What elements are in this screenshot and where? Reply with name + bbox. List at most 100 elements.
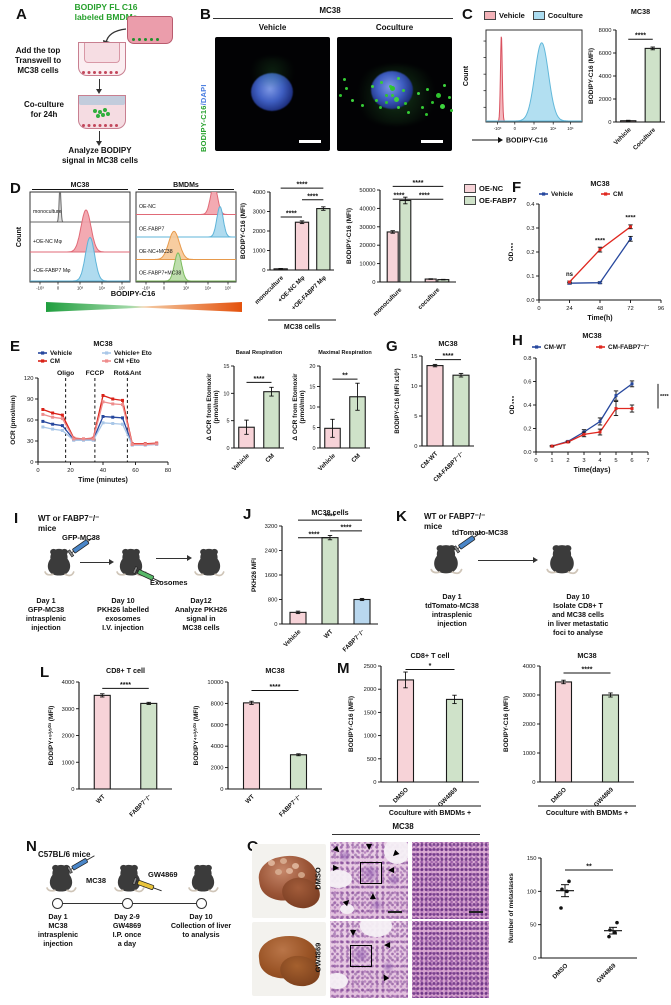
svg-text:Δ OCR from Etomoxir: Δ OCR from Etomoxir — [292, 373, 299, 441]
svg-text:150: 150 — [527, 856, 537, 862]
svg-text:7: 7 — [646, 458, 649, 464]
mice-strain-label: WT or FABP7⁻/⁻ mice — [38, 514, 100, 533]
svg-text:48: 48 — [597, 306, 603, 312]
svg-text:FCCP: FCCP — [86, 370, 105, 377]
gw4869-row-label: GW4869 — [313, 942, 323, 973]
svg-text:Vehicle: Vehicle — [317, 452, 337, 472]
svg-text:1000: 1000 — [253, 249, 266, 255]
svg-text:MC38 cells: MC38 cells — [311, 508, 348, 517]
svg-text:Count: Count — [463, 65, 470, 86]
svg-text:CM-FABP7⁻/⁻: CM-FABP7⁻/⁻ — [608, 344, 649, 351]
svg-text:GW4869: GW4869 — [595, 962, 618, 985]
step-coculture: Co-culture for 24h — [24, 100, 64, 119]
svg-text:0: 0 — [373, 780, 376, 786]
svg-text:0: 0 — [226, 446, 229, 452]
svg-text:Vehicle: Vehicle — [613, 126, 633, 146]
vehicle-micrograph — [215, 37, 330, 151]
svg-text:Basal Respiration: Basal Respiration — [236, 350, 283, 356]
svg-text:WT: WT — [244, 793, 256, 805]
svg-text:BODIPY⁴⁹³⁄⁵⁰³ (MFI): BODIPY⁴⁹³⁄⁵⁰³ (MFI) — [192, 706, 200, 766]
svg-text:10: 10 — [309, 405, 315, 411]
timeline-day2-9-dot — [122, 898, 133, 909]
svg-text:OE-FABP7+MC38: OE-FABP7+MC38 — [139, 270, 181, 276]
svg-text:(pmol/min): (pmol/min) — [299, 390, 306, 423]
svg-text:****: **** — [297, 182, 308, 189]
svg-text:BODIPY-C16 (MFI): BODIPY-C16 (MFI) — [240, 203, 247, 259]
step-analyze: Analyze BODIPY signal in MC38 cells — [61, 146, 139, 165]
bmdm-source-label: BODIPY FL C16 labeled BMDMs — [74, 2, 138, 23]
vehicle-swatch-icon — [484, 11, 496, 20]
svg-text:0: 0 — [262, 268, 265, 274]
svg-text:10⁵: 10⁵ — [567, 126, 574, 131]
svg-text:CM: CM — [264, 452, 276, 464]
svg-text:Time(h): Time(h) — [587, 315, 612, 322]
vessel — [340, 904, 354, 914]
svg-text:Coculture: Coculture — [632, 126, 658, 152]
svg-text:2: 2 — [566, 458, 569, 464]
panel-d-label: D — [10, 180, 21, 197]
panel-a-label: A — [16, 6, 27, 23]
svg-text:****: **** — [325, 514, 336, 521]
svg-text:Δ OCR from Etomoxir: Δ OCR from Etomoxir — [206, 373, 213, 441]
svg-text:****: **** — [595, 237, 606, 244]
svg-text:2000: 2000 — [253, 229, 266, 235]
coculture-dish-icon — [78, 95, 126, 129]
svg-text:60: 60 — [132, 468, 138, 474]
panel-b-label: B — [200, 6, 211, 23]
oe-nc-swatch-icon — [464, 184, 476, 193]
mc38-c16-chart: 0 1000 2000 3000 4000 BODIPY-C16 (MFI) MC38 DMS… — [503, 651, 636, 817]
svg-text:CM: CM — [50, 358, 60, 365]
svg-text:****: **** — [286, 210, 297, 217]
medium-layer-icon — [79, 96, 125, 105]
title-underline — [213, 18, 453, 20]
panel-e-label: E — [10, 338, 21, 355]
svg-text:BMDMs: BMDMs — [173, 182, 199, 189]
svg-text:2000: 2000 — [599, 97, 612, 103]
svg-text:CM: CM — [613, 191, 623, 198]
svg-text:****: **** — [309, 531, 320, 538]
svg-text:****: **** — [254, 376, 265, 383]
svg-text:96: 96 — [658, 306, 664, 312]
panel-f-label: F — [512, 179, 522, 196]
svg-text:OE-NC: OE-NC — [139, 204, 156, 210]
panel-o-title: MC38 — [392, 822, 414, 831]
right-arrow-icon — [478, 556, 538, 565]
oe-legend: OE-NC OE-FABP7 — [464, 184, 517, 205]
svg-text:Maximal Respiration: Maximal Respiration — [318, 350, 372, 356]
svg-text:0.2: 0.2 — [523, 427, 531, 433]
svg-text:-10³: -10³ — [494, 126, 502, 131]
flow-ridge-d: MC38 monoculture +OE-NC Mφ +OE-FABP7 Mφ -10³… — [16, 182, 237, 298]
svg-text:2000: 2000 — [211, 766, 224, 772]
svg-text:40: 40 — [100, 468, 106, 474]
svg-text:0: 0 — [163, 286, 166, 291]
svg-text:0.4: 0.4 — [523, 403, 532, 409]
svg-text:Vehicle: Vehicle — [551, 191, 573, 198]
title-underline — [332, 834, 480, 836]
svg-text:****: **** — [582, 666, 593, 673]
svg-text:+OE-NC Mφ: +OE-NC Mφ — [33, 239, 63, 245]
svg-text:4000: 4000 — [211, 744, 224, 750]
tumor-focus — [360, 864, 380, 882]
nucleus-icon — [251, 73, 293, 111]
panel-m-label: M — [337, 660, 350, 677]
svg-text:6: 6 — [630, 458, 633, 464]
mice-strain-label: WT or FABP7⁻/⁻ mice — [424, 512, 486, 531]
svg-text:2000: 2000 — [364, 687, 377, 693]
mc38-injection-label: MC38 — [86, 876, 107, 885]
svg-text:OD₄₅₀: OD₄₅₀ — [508, 243, 515, 262]
mc38-cells-icon — [82, 70, 85, 74]
svg-text:CM-WT: CM-WT — [419, 450, 439, 470]
svg-text:Rot&Ant: Rot&Ant — [114, 370, 142, 377]
bmdm-cells-icon — [132, 37, 136, 41]
svg-text:****: **** — [270, 684, 281, 691]
svg-text:20: 20 — [309, 364, 315, 370]
panel-n-label: N — [26, 838, 37, 855]
transwell-insert-icon — [84, 43, 120, 63]
day2-9-caption: Day 2-9 GW4869 I.P. once a day — [112, 912, 142, 948]
svg-text:FABP7⁻/⁻: FABP7⁻/⁻ — [278, 793, 303, 818]
svg-text:30000: 30000 — [359, 225, 375, 231]
cd8-c16-chart: 0 500 1000 1500 2000 2500 BODIPY-C16 (MFI) CD8+… — [348, 651, 481, 817]
svg-text:0: 0 — [30, 460, 33, 466]
